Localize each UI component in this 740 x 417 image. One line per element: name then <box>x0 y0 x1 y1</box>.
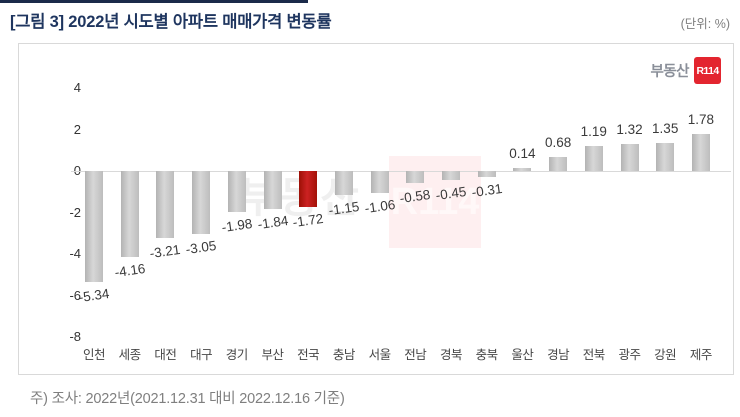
bar-경기 <box>227 171 246 213</box>
bar-광주 <box>620 143 639 171</box>
bar-울산 <box>513 168 532 171</box>
x-axis-label-강원: 강원 <box>654 348 677 362</box>
bar-강원 <box>656 142 675 171</box>
chart-panel: 부동산 R114 420-2-4-6-8-5.34인천-4.16세종-3.21대… <box>18 43 734 375</box>
x-axis-label-경북: 경북 <box>439 348 463 362</box>
x-axis-label-울산: 울산 <box>511 348 534 362</box>
bar-전북 <box>584 146 603 171</box>
y-axis-tick-label: -4 <box>69 246 81 261</box>
bar-충북 <box>477 171 496 178</box>
bar-경북 <box>442 171 460 181</box>
value-label-대구: -3.05 <box>184 238 218 258</box>
y-axis-tick-label: -8 <box>69 329 81 344</box>
x-axis-label-전남: 전남 <box>404 348 427 362</box>
bar-부산 <box>263 171 282 210</box>
top-accent-strip <box>0 0 308 3</box>
y-axis-tick-label: 2 <box>73 121 81 137</box>
x-axis-label-서울: 서울 <box>368 348 392 362</box>
x-axis-label-대구: 대구 <box>190 348 213 362</box>
value-label-전북: 1.19 <box>580 124 607 140</box>
bar-인천 <box>85 171 103 282</box>
bar-경남 <box>549 156 568 171</box>
bar-제주 <box>691 134 710 171</box>
footnote: 주) 조사: 2022년(2021.12.31 대비 2022.12.16 기준… <box>30 391 345 407</box>
x-axis-label-대전: 대전 <box>154 348 177 362</box>
value-label-광주: 1.32 <box>616 121 643 137</box>
x-axis-label-세종: 세종 <box>118 348 142 362</box>
y-axis-tick-label: 4 <box>73 80 81 95</box>
bar-대전 <box>156 171 175 238</box>
x-axis-label-충북: 충북 <box>475 348 499 362</box>
x-axis-label-충남: 충남 <box>332 348 356 362</box>
value-label-제주: 1.78 <box>687 112 715 128</box>
x-axis-label-부산: 부산 <box>261 348 284 362</box>
value-label-세종: -4.16 <box>113 261 146 281</box>
bar-전국 <box>299 171 318 207</box>
bar-전남 <box>406 171 425 184</box>
value-label-충북: -0.31 <box>470 181 503 201</box>
value-label-강원: 1.35 <box>652 120 679 136</box>
brand-logo: 부동산 R114 <box>650 57 721 84</box>
y-axis-tick-label: -6 <box>69 287 81 303</box>
bar-서울 <box>370 171 389 193</box>
x-axis-label-전국: 전국 <box>297 348 320 362</box>
unit-label: (단위: %) <box>680 17 730 31</box>
y-axis-tick-label: -2 <box>69 204 81 220</box>
x-axis-label-제주: 제주 <box>689 348 713 362</box>
bar-대구 <box>192 171 211 235</box>
brand-logo-badge-icon: R114 <box>694 57 721 84</box>
value-label-울산: 0.14 <box>509 146 536 162</box>
x-axis-label-광주: 광주 <box>618 348 641 362</box>
y-axis-tick-label: 0 <box>43 163 81 179</box>
x-axis-label-경남: 경남 <box>547 348 570 362</box>
zero-gridline <box>71 171 731 172</box>
bar-chart: 420-2-4-6-8-5.34인천-4.16세종-3.21대전-3.05대구-… <box>19 44 733 374</box>
page-title: [그림 3] 2022년 시도별 아파트 매매가격 변동률 <box>10 13 332 31</box>
bar-세종 <box>120 171 139 258</box>
x-axis-label-경기: 경기 <box>225 348 249 362</box>
bar-충남 <box>334 171 353 195</box>
value-label-경남: 0.68 <box>544 134 572 150</box>
brand-logo-text: 부동산 <box>650 64 689 80</box>
x-axis-label-인천: 인천 <box>82 348 106 362</box>
x-axis-label-전북: 전북 <box>582 348 606 362</box>
